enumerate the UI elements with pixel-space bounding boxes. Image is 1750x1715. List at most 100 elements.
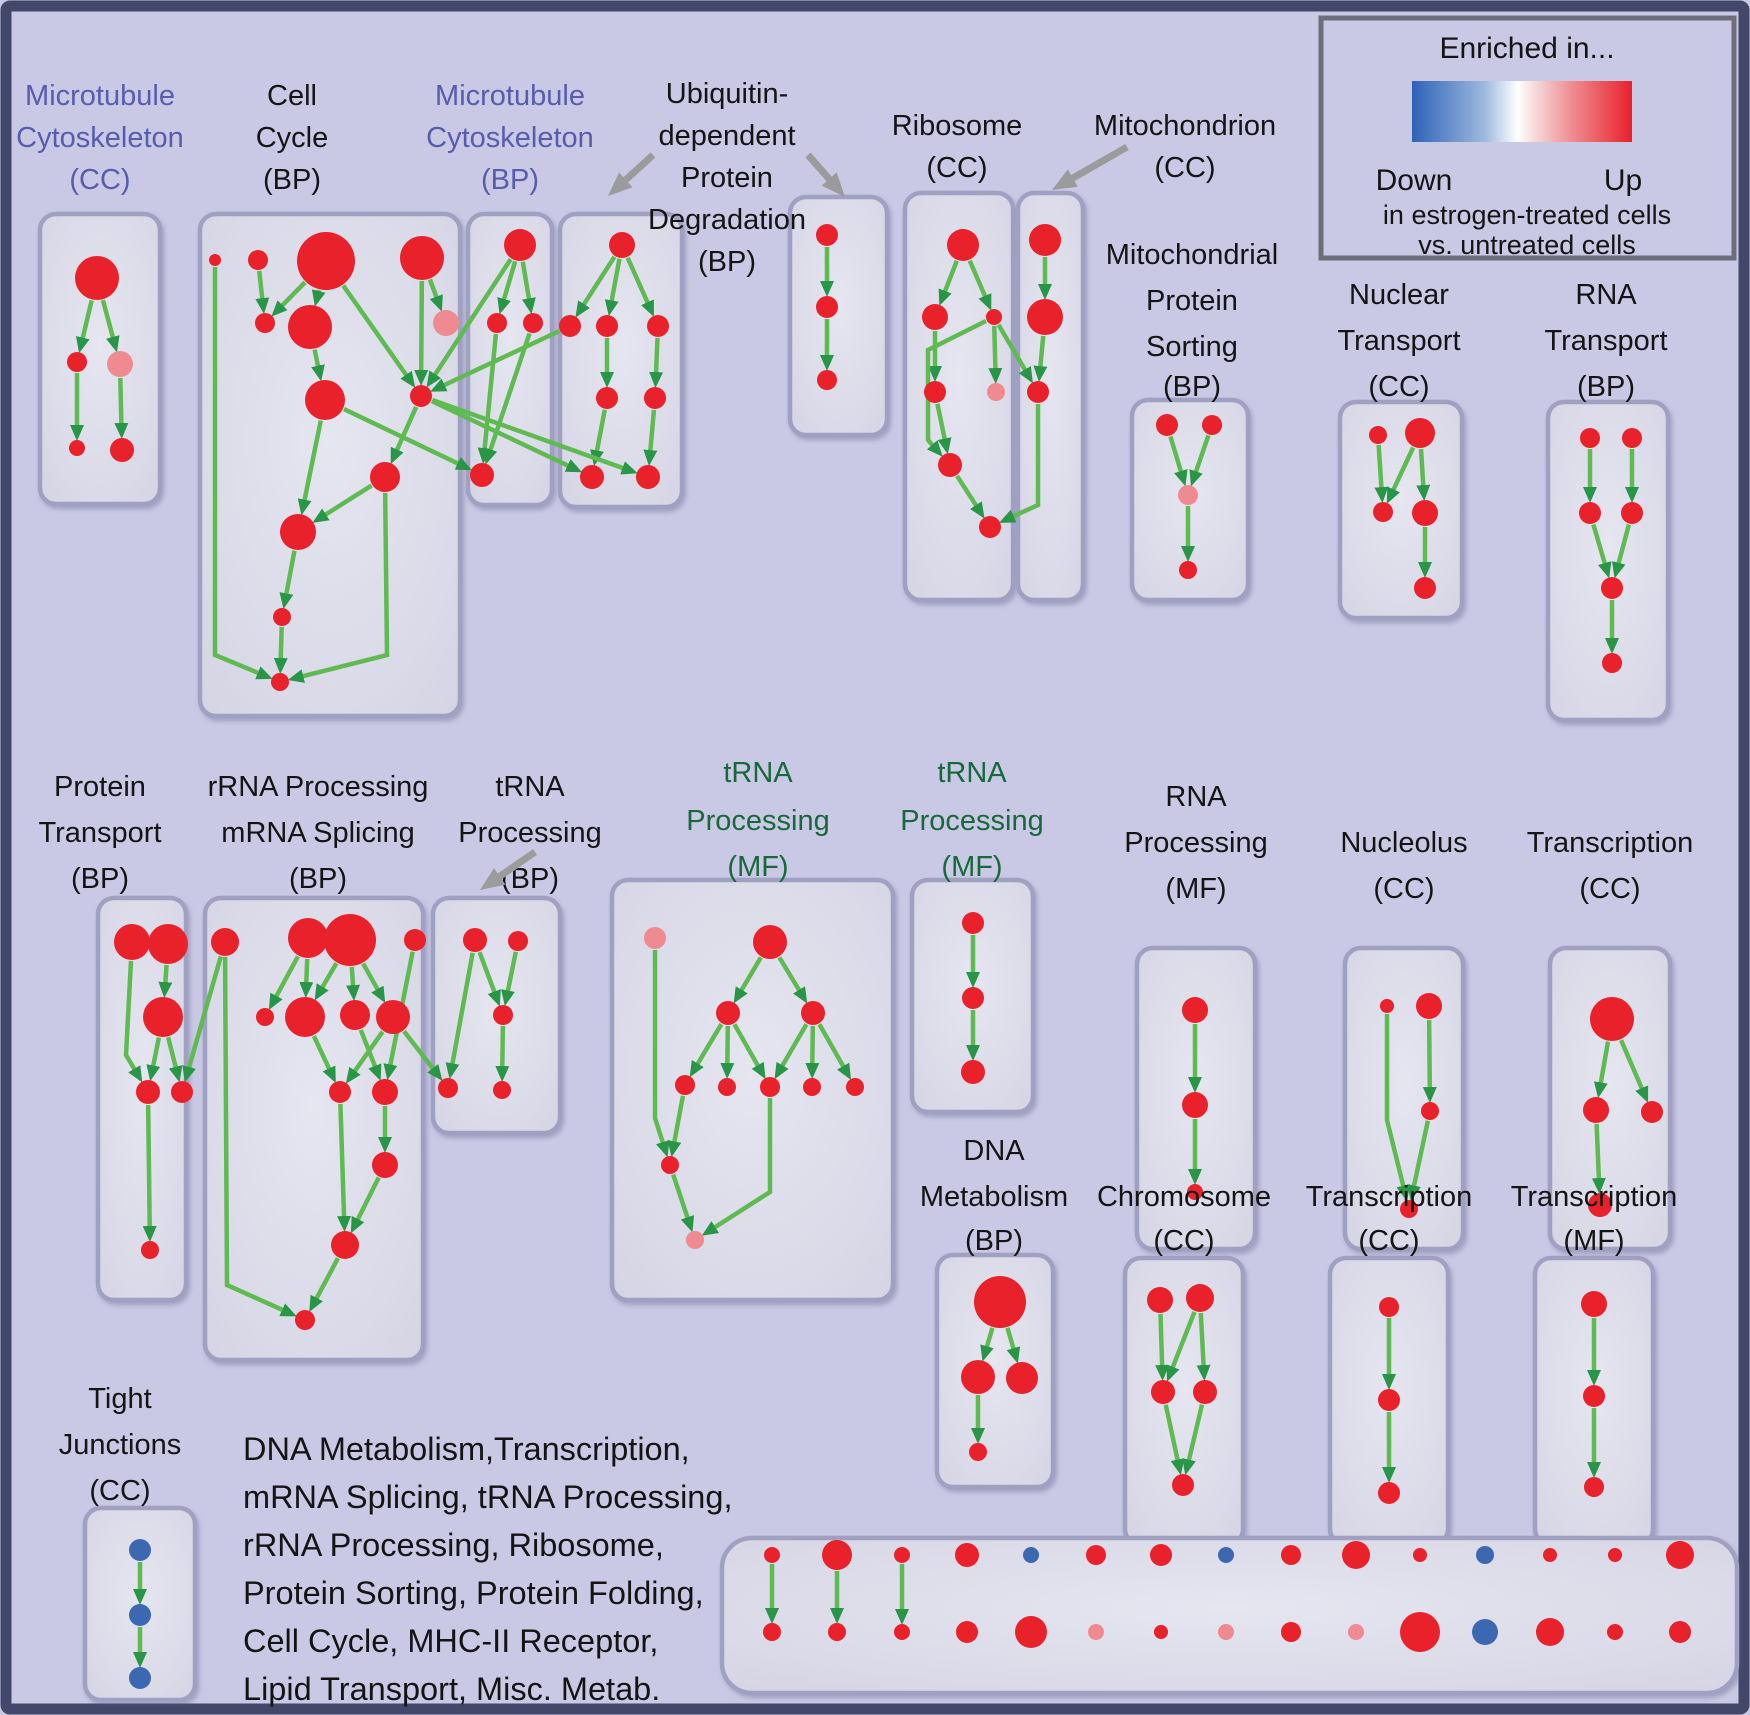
node-te2 [1583,1385,1605,1407]
band-node-9-bottom [1348,1624,1364,1640]
node-c6 [288,305,332,349]
legend-down-label: Down [1376,164,1453,197]
pointer-arrow-icon [1071,143,1129,182]
band-node-10-bottom [1400,1612,1440,1652]
node-tc1 [1590,997,1634,1041]
edge-pt3-pt4 [146,1037,162,1082]
node-tm0 [644,927,666,949]
node-rp1 [1182,997,1208,1023]
cluster-box-tcc1 [1547,945,1673,1252]
node-c10 [370,462,400,492]
edge-tm6-tm10 [701,1098,773,1236]
edge-c6-c8 [311,349,325,382]
cluster-label-tmf3-line1: (MF) [1563,1225,1624,1257]
node-tn3 [961,1060,985,1084]
edge-c2-c5 [255,270,270,315]
node-rb2 [922,304,948,330]
edge-uw1-uw2 [575,255,617,318]
node-rr8 [376,1000,410,1034]
cluster-label-mito-line1: (CC) [1154,152,1215,184]
node-tm2 [716,1001,740,1025]
band-node-0-top [764,1547,780,1563]
edge-tm3-tm6 [774,1023,809,1080]
node-uw8 [636,465,660,489]
edges [70,247,1649,1668]
pointer-arrowhead-icon [480,868,506,890]
edge-mtcc3-mtcc5 [114,377,129,440]
node-te1 [1581,1291,1607,1317]
node-rb7 [979,516,1001,538]
cluster-label-mtcc-line0: Microtubule [25,80,175,112]
edge-c11-c12 [279,550,297,610]
cluster-label-rpmf-line0: RNA [1165,781,1227,813]
edge-mi3-rb7 [999,404,1041,523]
edge-tb2-tb3 [501,951,519,1007]
node-rr13 [295,1310,315,1330]
edge-nt2-nt4 [1416,448,1431,502]
node-ch1 [1147,1287,1173,1313]
edge-tm4-tm9 [667,1095,686,1158]
node-uw2 [559,315,581,337]
node-un3 [817,370,837,390]
cluster-label-dnam-line1: Metabolism [920,1181,1068,1213]
node-mb1 [504,229,536,261]
node-tb5 [493,1081,511,1099]
cluster-label-rnat-line0: RNA [1575,279,1637,311]
node-nc1 [1380,999,1394,1013]
edge-c3-c9 [341,284,416,388]
node-rb6 [938,453,962,477]
edge-ch2-ch3 [1166,1311,1197,1382]
edge-c10-c13 [287,492,390,683]
edge-mtcc1-mtcc3 [100,299,120,353]
node-mb4 [470,463,494,487]
node-mtcc5 [110,438,134,462]
edge-c10-c11 [312,483,373,523]
node-mi3 [1027,381,1049,403]
node-rr7 [340,1000,370,1030]
node-nt1 [1369,426,1387,444]
node-mp3 [1178,485,1198,505]
edge-tm3-tm7 [805,1025,820,1080]
node-c1 [209,254,221,266]
node-uw1 [609,232,635,258]
pointer-arrowhead-icon [608,172,633,196]
edge-c9-uw7 [430,399,583,473]
node-rr12 [331,1231,359,1259]
cluster-label-mps-line2: Sorting [1146,331,1238,363]
cluster-label-pt-line2: (BP) [71,863,129,895]
band-node-1-top [822,1540,852,1570]
cluster-label-mtcc-line1: Cytoskeleton [16,122,184,154]
cluster-label-mtbp-line0: Microtubule [435,80,585,112]
cluster-label-cc-line2: (BP) [263,164,321,196]
legend-up-label: Up [1604,164,1642,197]
edge-dn1-dn3 [1005,1327,1021,1364]
edge-uw4-uw6 [649,337,664,389]
node-tb2 [508,931,528,951]
band-node-8-top [1281,1545,1301,1565]
bottom-band-panel [719,1535,1740,1696]
cluster-box-nuct [1337,399,1465,621]
cluster-label-rpmf-line2: (MF) [1165,873,1226,905]
cluster-label-nuct-line2: (CC) [1368,371,1429,403]
cluster-label-tcc1-line0: Transcription [1527,827,1694,859]
band-node-4-top [1023,1547,1039,1563]
cluster-label-tmf2-line2: (MF) [941,851,1002,883]
cluster-label-nuct-line1: Transport [1337,325,1460,357]
node-mb2 [487,313,507,333]
edge-ch4-ch5 [1182,1404,1205,1476]
node-pt3 [143,997,183,1037]
cluster-label-tmf2-line0: tRNA [937,757,1007,789]
cluster-label-trbp-line0: tRNA [495,771,565,803]
edge-c8-c11 [297,420,323,516]
edge-rb3-rb5 [988,325,1003,385]
node-mtcc2 [67,352,87,372]
node-tm8 [846,1078,864,1096]
edge-c12-c13 [273,626,288,675]
node-mp1 [1156,414,1178,436]
cluster-box-nucl [1342,945,1466,1252]
cluster-label-rrna-line0: rRNA Processing [208,771,429,803]
misc-category-text-line4: Cell Cycle, MHC-II Receptor, [243,1623,658,1659]
